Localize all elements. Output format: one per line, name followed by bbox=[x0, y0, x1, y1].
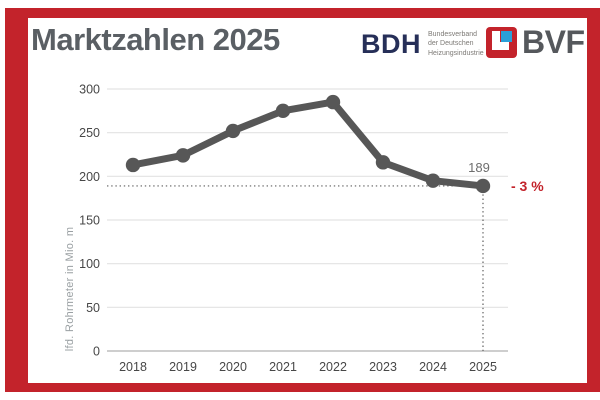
bvf-wordmark: BVF bbox=[522, 24, 585, 60]
data-point bbox=[375, 155, 391, 170]
data-point bbox=[275, 103, 291, 119]
bdh-logo-text-line: Bundesverband bbox=[428, 31, 478, 38]
bdh-logo-text-line: der Deutschen bbox=[428, 40, 474, 48]
y-tick-label: 300 bbox=[79, 83, 100, 97]
bdh-logo-text: Bundesverband der Deutschen Heizungsindu… bbox=[428, 31, 484, 58]
bvf-logo: BVF bbox=[486, 26, 585, 58]
bdh-logo-text-line: Heizungsindustrie bbox=[428, 49, 484, 57]
y-tick-label: 250 bbox=[79, 126, 100, 140]
x-tick-label: 2018 bbox=[119, 360, 147, 374]
x-tick-label: 2024 bbox=[419, 360, 447, 374]
x-tick-label: 2025 bbox=[469, 360, 497, 374]
data-point bbox=[125, 157, 141, 173]
x-tick-label: 2021 bbox=[269, 360, 297, 374]
x-tick-label: 2020 bbox=[219, 360, 247, 374]
x-tick-label: 2023 bbox=[369, 360, 397, 374]
bvf-icon-white-l-vertical bbox=[492, 30, 500, 50]
y-tick-label: 0 bbox=[93, 345, 100, 359]
data-point bbox=[475, 178, 491, 194]
y-tick-label: 100 bbox=[79, 257, 100, 271]
last-value-label: 189 bbox=[468, 160, 490, 175]
change-label: - 3 % bbox=[511, 178, 544, 194]
data-point bbox=[225, 123, 241, 139]
page-title: Marktzahlen 2025 bbox=[31, 22, 280, 57]
x-tick-label: 2022 bbox=[319, 360, 347, 374]
bdh-wordmark: BDH bbox=[361, 29, 421, 60]
bvf-icon-blue-square bbox=[501, 30, 512, 42]
data-point bbox=[325, 94, 341, 110]
trend-line bbox=[129, 98, 487, 190]
data-point bbox=[175, 148, 191, 163]
bvf-icon-white-l-horizontal bbox=[492, 41, 509, 50]
red-border-frame bbox=[5, 8, 600, 392]
y-tick-label: 150 bbox=[79, 214, 100, 228]
bvf-icon bbox=[486, 26, 517, 58]
data-point bbox=[425, 173, 441, 188]
x-tick-label: 2019 bbox=[169, 360, 197, 374]
y-tick-label: 50 bbox=[86, 301, 100, 315]
y-tick-label: 200 bbox=[79, 170, 100, 184]
bdh-logo: BDH Bundesverband der Deutschen Heizungs… bbox=[361, 31, 484, 58]
y-axis-title: lfd. Rohrmeter in Mio. m bbox=[64, 227, 76, 352]
